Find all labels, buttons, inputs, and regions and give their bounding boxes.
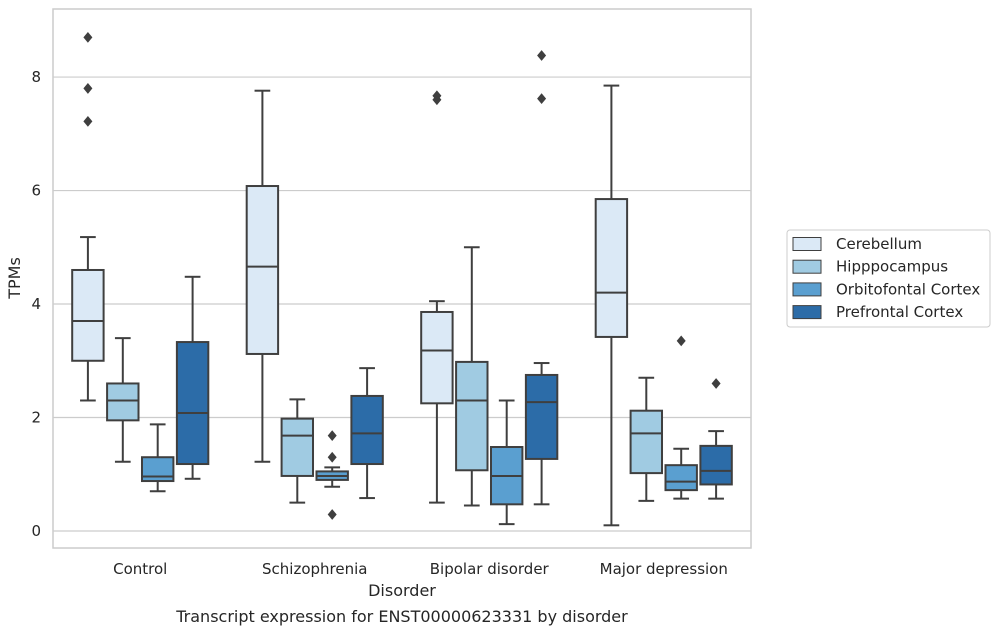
y-tick-label: 6 xyxy=(31,182,41,200)
box-prefrontal-cortex-2 xyxy=(524,50,559,506)
box-iqr xyxy=(594,198,629,338)
legend-swatch xyxy=(792,305,822,320)
box-hipppocampus-3 xyxy=(629,376,664,502)
outlier-point xyxy=(676,335,686,347)
box-orbitofontal-cortex-3 xyxy=(664,335,698,500)
box-iqr xyxy=(175,341,210,466)
box-prefrontal-cortex-1 xyxy=(350,367,384,500)
box-iqr xyxy=(71,268,105,362)
x-tick-label: Control xyxy=(113,560,167,578)
box-iqr xyxy=(629,409,664,475)
legend-swatch xyxy=(792,259,822,274)
outlier-point xyxy=(711,378,721,389)
legend-label: Orbitofontal Cortex xyxy=(836,280,980,298)
box-iqr xyxy=(455,360,489,472)
outlier-point xyxy=(537,93,547,105)
plot-frame xyxy=(52,8,752,549)
box-prefrontal-cortex-3 xyxy=(699,378,733,500)
legend-label: Hipppocampus xyxy=(836,258,948,276)
x-tick-labels: Control Schizophrenia Bipolar disorder Majo… xyxy=(113,560,728,578)
y-axis-label: TPMs xyxy=(5,257,24,300)
box-hipppocampus-2 xyxy=(455,246,489,507)
legend-frame xyxy=(786,229,991,328)
outlier-point xyxy=(83,115,93,127)
box-cerebellum-1 xyxy=(245,89,280,463)
box-hipppocampus-1 xyxy=(280,398,315,504)
chart-caption: Transcript expression for ENST0000062333… xyxy=(175,607,628,626)
outlier-point xyxy=(327,451,337,463)
box-iqr xyxy=(140,456,175,483)
boxes xyxy=(71,31,733,527)
outlier-point xyxy=(327,430,337,442)
outlier-point xyxy=(432,90,442,102)
x-axis-label: Disorder xyxy=(368,581,436,600)
box-iqr xyxy=(350,394,384,466)
y-tick-label: 0 xyxy=(31,522,41,540)
box-orbitofontal-cortex-2 xyxy=(489,399,524,526)
legend-swatch xyxy=(792,237,822,251)
box-iqr xyxy=(664,464,698,492)
box-orbitofontal-cortex-0 xyxy=(140,423,175,493)
y-tick-labels: 0 2 4 6 8 xyxy=(31,68,41,540)
x-tick-label: Schizophrenia xyxy=(262,560,367,578)
box-iqr xyxy=(106,382,140,422)
box-hipppocampus-0 xyxy=(106,337,140,463)
box-prefrontal-cortex-0 xyxy=(175,275,210,480)
legend-label: Prefrontal Cortex xyxy=(836,303,963,321)
box-iqr xyxy=(524,373,559,460)
x-tick-label: Major depression xyxy=(600,560,728,578)
box-cerebellum-0 xyxy=(71,31,105,402)
legend: Cerebellum Hipppocampus Orbitofontal Corte… xyxy=(786,229,991,328)
y-tick-label: 4 xyxy=(31,295,41,313)
outlier-point xyxy=(327,509,337,520)
y-tick-label: 8 xyxy=(31,68,41,86)
box-cerebellum-3 xyxy=(594,84,629,527)
box-iqr xyxy=(280,417,315,477)
y-tick-label: 2 xyxy=(31,409,41,427)
outlier-point xyxy=(537,50,547,61)
outlier-point xyxy=(83,83,93,94)
box-iqr xyxy=(699,444,733,486)
box-iqr xyxy=(420,310,454,405)
legend-label: Cerebellum xyxy=(836,235,922,253)
box-iqr xyxy=(245,185,280,355)
box-orbitofontal-cortex-1 xyxy=(315,430,349,520)
x-tick-label: Bipolar disorder xyxy=(430,560,550,578)
legend-swatch xyxy=(792,282,822,297)
box-cerebellum-2 xyxy=(420,90,454,504)
outlier-point xyxy=(83,31,93,43)
